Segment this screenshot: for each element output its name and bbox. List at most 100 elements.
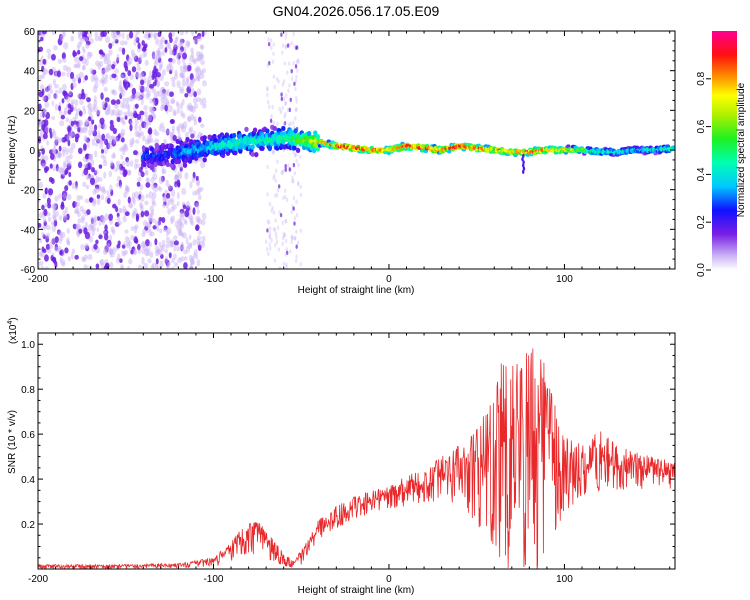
y-tick-label: 0 [29,146,35,157]
noise-point [194,67,198,74]
noise-point [94,187,100,194]
noise-point [189,263,193,269]
noise-point [93,74,98,81]
noise-point [154,238,158,246]
noise-band-point [284,100,288,106]
noise-point [70,131,76,137]
noise-band-point [268,242,271,247]
noise-band-point [283,114,286,119]
noise-point [111,246,117,255]
noise-point [74,63,80,69]
noise-point [190,47,194,54]
noise-point [51,164,57,172]
noise-point [155,258,159,265]
noise-point [143,244,148,252]
noise-point [173,240,179,246]
noise-point [191,255,195,261]
noise-band-point [284,111,287,117]
noise-point [65,155,70,163]
noise-point [153,167,158,174]
noise-band-point [268,235,272,240]
noise-point [41,112,45,118]
noise-point [113,136,119,142]
noise-point [58,230,63,237]
noise-point [106,132,111,139]
noise-point [76,201,81,208]
noise-point [192,239,197,246]
noise-point [103,86,108,92]
noise-point [46,48,52,54]
noise-point [178,226,183,235]
ridge-point [252,127,258,133]
noise-band-point [267,41,271,47]
noise-band-point [288,167,291,172]
noise-band-point [267,99,270,105]
noise-band-point [295,212,299,218]
noise-point [122,215,127,223]
noise-point [74,56,79,63]
noise-point [168,252,172,259]
noise-point [85,137,91,143]
noise-point [186,76,190,82]
noise-point [198,240,204,246]
noise-point [160,86,165,93]
noise-point [148,84,155,89]
noise-band-point [278,106,281,112]
noise-point [116,53,120,62]
noise-band-point [281,50,284,55]
noise-point [50,221,55,226]
noise-point [134,224,139,230]
noise-point [135,71,139,80]
noise-point [141,121,147,129]
noise-point [41,162,46,169]
noise-point [146,121,152,126]
noise-point [173,44,178,52]
noise-point [199,53,205,60]
noise-point [122,170,128,178]
noise-point [181,187,187,196]
noise-point [84,153,90,160]
noise-point [179,256,186,262]
noise-point [101,217,106,224]
noise-band-point [266,92,269,98]
noise-point [106,190,110,195]
noise-band-point [285,197,289,202]
noise-point [129,202,133,209]
noise-point [99,142,104,150]
noise-band-point [294,64,298,69]
noise-point [174,261,178,268]
noise-point [108,49,113,56]
noise-point [124,235,129,242]
noise-point [53,45,58,51]
noise-point [79,37,83,46]
noise-point [114,104,119,109]
noise-band-point [283,121,286,126]
noise-point [54,139,59,146]
noise-point [98,164,103,169]
noise-point [127,169,132,176]
ridge-point [176,158,182,165]
noise-point [195,215,201,223]
noise-point [197,194,202,201]
noise-point [145,251,151,257]
noise-point [109,109,115,116]
noise-band-point [290,209,294,215]
noise-point [87,51,93,58]
noise-point [96,109,100,117]
noise-band-point [284,44,287,49]
noise-point [129,160,134,167]
noise-point [121,265,125,269]
noise-point [126,54,130,62]
noise-point [141,241,146,249]
noise-point [152,99,156,106]
noise-point [45,225,51,231]
spectrogram-y-axis: -60 -40 -20 0 20 40 60 [21,27,675,276]
noise-point [158,60,163,68]
noise-band-point [278,266,281,269]
noise-band-point [281,168,285,174]
noise-point [130,197,136,203]
noise-point [61,83,67,91]
noise-point [115,112,121,118]
noise-point [144,139,150,145]
noise-point [77,77,82,84]
